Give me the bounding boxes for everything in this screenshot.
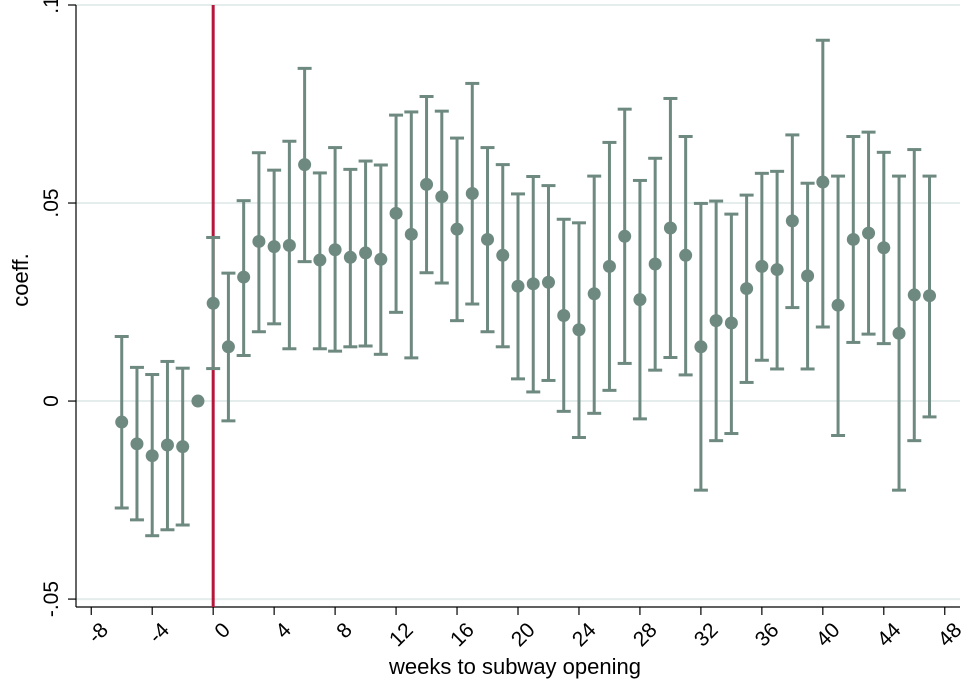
data-point bbox=[359, 246, 373, 260]
data-point bbox=[892, 326, 906, 340]
data-point bbox=[846, 232, 860, 246]
data-point bbox=[633, 293, 647, 307]
data-point bbox=[191, 394, 205, 408]
data-point bbox=[862, 226, 876, 240]
data-point bbox=[816, 175, 830, 189]
data-point bbox=[298, 158, 312, 172]
data-point bbox=[145, 449, 159, 463]
y-axis: -.05 0 .05 .1 bbox=[40, 0, 76, 617]
data-point bbox=[435, 190, 449, 204]
data-point bbox=[328, 243, 342, 257]
data-point bbox=[831, 298, 845, 312]
data-point bbox=[663, 221, 677, 235]
data-point bbox=[176, 440, 190, 454]
data-point bbox=[511, 279, 525, 293]
y-tick-label: 0 bbox=[40, 395, 63, 407]
data-point bbox=[374, 252, 388, 266]
data-point bbox=[724, 316, 738, 330]
data-point bbox=[694, 340, 708, 354]
data-point bbox=[282, 238, 296, 252]
y-tick-label: .1 bbox=[40, 0, 63, 14]
data-point bbox=[267, 240, 281, 254]
data-point bbox=[648, 257, 662, 271]
data-point bbox=[465, 187, 479, 201]
data-point bbox=[587, 287, 601, 301]
data-point bbox=[420, 177, 434, 191]
data-point bbox=[709, 314, 723, 328]
data-point bbox=[343, 250, 357, 264]
data-point bbox=[496, 248, 510, 262]
data-point bbox=[785, 214, 799, 228]
x-axis-title: weeks to subway opening bbox=[388, 654, 641, 679]
y-tick-label: -.05 bbox=[40, 581, 63, 617]
data-point bbox=[907, 288, 921, 302]
data-point bbox=[481, 232, 495, 246]
data-point bbox=[679, 248, 693, 262]
data-point bbox=[206, 296, 220, 310]
data-point bbox=[252, 234, 266, 248]
data-point bbox=[526, 277, 540, 291]
data-point bbox=[160, 438, 174, 452]
point-markers bbox=[115, 158, 937, 463]
data-point bbox=[740, 282, 754, 296]
data-point bbox=[618, 229, 632, 243]
data-point bbox=[130, 437, 144, 451]
data-point bbox=[923, 289, 937, 303]
y-tick-label: .05 bbox=[40, 188, 63, 217]
data-point bbox=[404, 227, 418, 241]
data-point bbox=[877, 241, 891, 255]
data-point bbox=[801, 269, 815, 283]
data-point bbox=[602, 259, 616, 273]
y-axis-title: coeff. bbox=[8, 253, 33, 306]
data-point bbox=[221, 340, 235, 354]
data-point bbox=[541, 275, 555, 289]
data-point bbox=[572, 323, 586, 337]
data-point bbox=[313, 253, 327, 267]
data-point bbox=[450, 222, 464, 236]
data-point bbox=[557, 309, 571, 323]
data-point bbox=[389, 206, 403, 220]
data-point bbox=[755, 259, 769, 273]
data-point bbox=[770, 263, 784, 277]
data-point bbox=[237, 270, 251, 284]
data-point bbox=[115, 415, 129, 429]
